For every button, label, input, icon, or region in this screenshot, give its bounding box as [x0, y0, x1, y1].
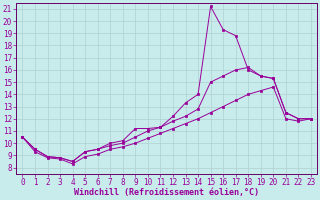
- X-axis label: Windchill (Refroidissement éolien,°C): Windchill (Refroidissement éolien,°C): [74, 188, 259, 197]
